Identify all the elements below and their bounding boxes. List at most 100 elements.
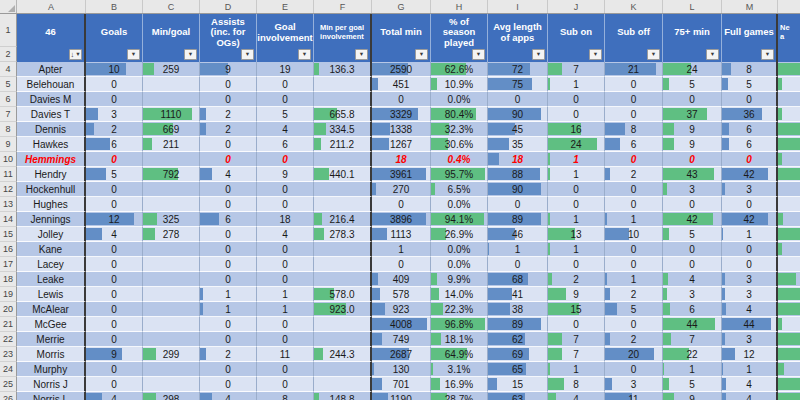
cell-k20[interactable]: 5 <box>605 302 663 317</box>
cell-i18[interactable]: 68 <box>488 272 548 287</box>
row-number-20[interactable]: 20 <box>0 302 17 317</box>
cell-m22[interactable]: 3 <box>722 332 778 347</box>
cell-h14[interactable]: 94.1% <box>431 212 488 227</box>
row-number-7[interactable]: 7 <box>0 107 17 122</box>
cell-e8[interactable]: 4 <box>257 122 314 137</box>
row-number-13[interactable]: 13 <box>0 197 17 212</box>
cell-b22[interactable]: 0 <box>86 332 143 347</box>
cell-i23[interactable]: 69 <box>488 347 548 362</box>
cell-l20[interactable]: 6 <box>663 302 722 317</box>
cell-i15[interactable]: 46 <box>488 227 548 242</box>
column-letter-g[interactable]: G <box>372 0 431 13</box>
cell-h5[interactable]: 10.9% <box>431 77 488 92</box>
column-letter-m[interactable]: M <box>722 0 778 13</box>
cell-g15[interactable]: 1113 <box>372 227 431 242</box>
cell-k25[interactable]: 3 <box>605 377 663 392</box>
row-number-1[interactable]: 1 <box>0 14 17 47</box>
column-header-d[interactable]: Assists (inc. for OGs)▼ <box>200 14 257 62</box>
cell-c5[interactable] <box>143 77 200 92</box>
cell-b11[interactable]: 5 <box>86 167 143 182</box>
cell-d6[interactable]: 0 <box>200 92 257 107</box>
cell-l18[interactable]: 4 <box>663 272 722 287</box>
cell-b20[interactable]: 0 <box>86 302 143 317</box>
cell-c16[interactable] <box>143 242 200 257</box>
cell-n7[interactable] <box>778 107 800 122</box>
cell-j15[interactable]: 13 <box>548 227 605 242</box>
cell-h10[interactable]: 0.4% <box>431 152 488 167</box>
cell-c12[interactable] <box>143 182 200 197</box>
cell-i11[interactable]: 88 <box>488 167 548 182</box>
cell-f17[interactable] <box>314 257 372 272</box>
cell-c20[interactable] <box>143 302 200 317</box>
cell-a23[interactable]: Morris <box>17 347 86 362</box>
row-number-16[interactable]: 16 <box>0 242 17 257</box>
cell-e16[interactable]: 0 <box>257 242 314 257</box>
cell-b16[interactable]: 0 <box>86 242 143 257</box>
filter-button-m[interactable]: ▼ <box>761 49 774 60</box>
cell-j21[interactable]: 0 <box>548 317 605 332</box>
cell-l7[interactable]: 37 <box>663 107 722 122</box>
cell-i21[interactable]: 89 <box>488 317 548 332</box>
cell-m6[interactable]: 0 <box>722 92 778 107</box>
filter-button-f[interactable]: ▼ <box>355 49 368 60</box>
cell-f21[interactable] <box>314 317 372 332</box>
cell-n4[interactable] <box>778 62 800 77</box>
column-header-e[interactable]: Goal involvement▼ <box>257 14 314 62</box>
cell-c8[interactable]: 669 <box>143 122 200 137</box>
cell-d18[interactable]: 0 <box>200 272 257 287</box>
cell-l11[interactable]: 43 <box>663 167 722 182</box>
cell-m13[interactable]: 0 <box>722 197 778 212</box>
cell-d17[interactable]: 0 <box>200 257 257 272</box>
cell-c10[interactable] <box>143 152 200 167</box>
cell-m17[interactable]: 0 <box>722 257 778 272</box>
cell-g6[interactable]: 0 <box>372 92 431 107</box>
cell-h7[interactable]: 80.4% <box>431 107 488 122</box>
cell-j22[interactable]: 7 <box>548 332 605 347</box>
column-letter-c[interactable]: C <box>143 0 200 13</box>
cell-l21[interactable]: 44 <box>663 317 722 332</box>
filter-button-i[interactable]: ▼ <box>532 49 545 60</box>
cell-j8[interactable]: 16 <box>548 122 605 137</box>
cell-b9[interactable]: 6 <box>86 137 143 152</box>
cell-e17[interactable]: 0 <box>257 257 314 272</box>
cell-n11[interactable] <box>778 167 800 182</box>
cell-k7[interactable]: 0 <box>605 107 663 122</box>
filter-button-b[interactable]: ▼ <box>127 49 140 60</box>
row-number-23[interactable]: 23 <box>0 347 17 362</box>
cell-m25[interactable]: 4 <box>722 377 778 392</box>
cell-f22[interactable] <box>314 332 372 347</box>
cell-f9[interactable]: 211.2 <box>314 137 372 152</box>
cell-e19[interactable]: 1 <box>257 287 314 302</box>
cell-l25[interactable]: 5 <box>663 377 722 392</box>
cell-k9[interactable]: 6 <box>605 137 663 152</box>
cell-l14[interactable]: 42 <box>663 212 722 227</box>
cell-a6[interactable]: Davies M <box>17 92 86 107</box>
cell-n23[interactable] <box>778 347 800 362</box>
cell-m15[interactable]: 1 <box>722 227 778 242</box>
row-number-14[interactable]: 14 <box>0 212 17 227</box>
cell-l12[interactable]: 3 <box>663 182 722 197</box>
cell-l6[interactable]: 0 <box>663 92 722 107</box>
column-header-g[interactable]: Total min▼ <box>372 14 431 62</box>
cell-c21[interactable] <box>143 317 200 332</box>
cell-j20[interactable]: 15 <box>548 302 605 317</box>
cell-g21[interactable]: 4008 <box>372 317 431 332</box>
cell-h4[interactable]: 62.6% <box>431 62 488 77</box>
cell-m8[interactable]: 6 <box>722 122 778 137</box>
cell-d26[interactable]: 4 <box>200 392 257 400</box>
cell-a18[interactable]: Leake <box>17 272 86 287</box>
cell-a20[interactable]: McAlear <box>17 302 86 317</box>
cell-d12[interactable]: 0 <box>200 182 257 197</box>
column-letter-n[interactable]: N <box>778 0 800 13</box>
cell-n26[interactable] <box>778 392 800 400</box>
cell-b12[interactable]: 0 <box>86 182 143 197</box>
cell-j6[interactable]: 0 <box>548 92 605 107</box>
column-header-a[interactable]: 46↓▼ <box>17 14 86 62</box>
cell-i20[interactable]: 38 <box>488 302 548 317</box>
column-letter-i[interactable]: I <box>488 0 548 13</box>
row-number-2[interactable]: 2 <box>0 47 17 62</box>
cell-l19[interactable]: 3 <box>663 287 722 302</box>
cell-n25[interactable] <box>778 377 800 392</box>
cell-d24[interactable]: 0 <box>200 362 257 377</box>
cell-h19[interactable]: 14.0% <box>431 287 488 302</box>
